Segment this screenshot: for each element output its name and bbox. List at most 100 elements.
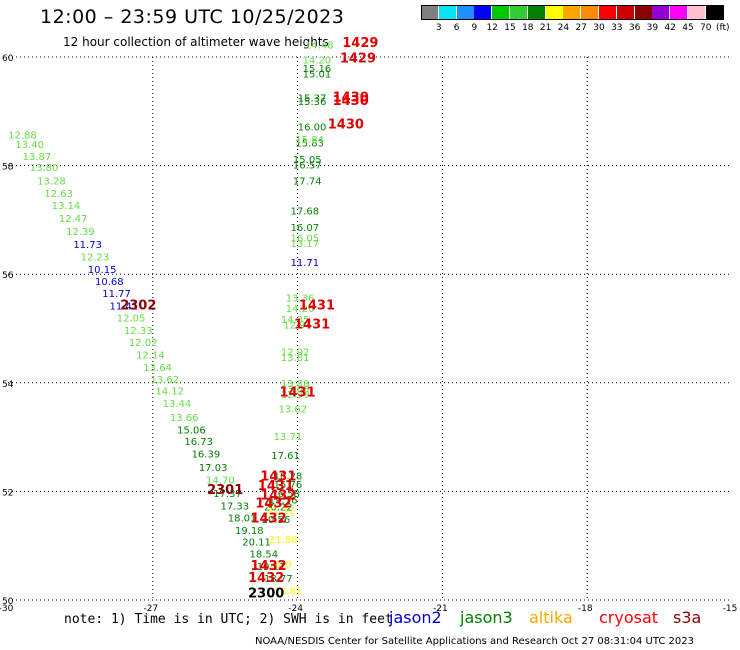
data-label: 13.62 <box>278 405 307 416</box>
data-label: 12.39 <box>66 227 95 238</box>
colorbar-swatch <box>670 5 688 20</box>
y-tick-label: 56 <box>2 271 14 281</box>
data-label: 13.14 <box>52 201 81 212</box>
data-label: 15.16 <box>303 64 332 75</box>
data-label: 16.57 <box>293 160 322 171</box>
data-label: 17.74 <box>293 177 322 188</box>
data-label: 11.77 <box>102 289 131 300</box>
data-label: 20.22 <box>264 502 293 513</box>
time-label: 1432 <box>255 497 291 512</box>
colorbar-label: 24 <box>557 23 570 33</box>
colorbar-swatch <box>527 5 545 20</box>
data-label: 18.77 <box>264 574 293 585</box>
time-label: 1429 <box>342 36 378 51</box>
time-label: 2300 <box>248 586 284 601</box>
data-label: 13.87 <box>23 152 52 163</box>
data-label: 13.40 <box>15 140 44 151</box>
data-label: 15.36 <box>298 97 327 108</box>
data-label: 18.54 <box>249 550 278 561</box>
colorbar-swatch <box>581 5 599 20</box>
time-label: 1431 <box>299 298 335 313</box>
time-label: 1432 <box>260 489 296 504</box>
data-label: 13.28 <box>37 177 66 188</box>
data-label: 17.03 <box>199 463 228 474</box>
data-label: 12.92 <box>281 348 310 359</box>
data-label: 14.35 <box>281 315 310 326</box>
colorbar-swatch <box>456 5 474 20</box>
data-label: 19.16 <box>269 495 298 506</box>
colorbar-label: 70 <box>700 23 712 33</box>
x-tick-label: -15 <box>723 604 738 614</box>
colorbar-swatch <box>705 5 723 20</box>
time-label: 1431 <box>294 318 330 333</box>
y-tick-label: 58 <box>2 163 14 173</box>
data-label: 11.71 <box>291 258 320 269</box>
colorbar-label: 9 <box>471 23 478 33</box>
data-label: 16.00 <box>298 122 327 133</box>
data-label: 12.05 <box>117 313 146 324</box>
data-label: 16.73 <box>184 437 213 448</box>
colorbar-label: 33 <box>611 23 623 33</box>
data-label: 21.0 <box>270 559 292 570</box>
data-label: 21.22 <box>266 506 295 517</box>
data-label: 13.44 <box>163 399 192 410</box>
legend-item-cryosat: cryosat <box>599 608 659 627</box>
time-label: 1431 <box>258 479 294 494</box>
colorbar-swatch <box>599 5 616 20</box>
data-label: 13.88 <box>281 379 310 390</box>
data-label: 18.81 <box>274 587 303 598</box>
data-label: 13.62 <box>151 375 180 386</box>
data-label: 18.28 <box>274 471 303 482</box>
y-tick-label: 54 <box>2 380 14 390</box>
colorbar-label: 45 <box>682 23 694 33</box>
data-label: 12.63 <box>44 189 73 200</box>
time-label: 1432 <box>248 571 284 586</box>
data-label: 15.76 <box>274 480 303 491</box>
colorbar-border <box>421 5 724 20</box>
time-label: 1429 <box>340 51 376 66</box>
colorbar-label: 36 <box>628 23 641 33</box>
data-label: 14.48 <box>305 40 334 51</box>
data-label: 15.84 <box>295 135 324 146</box>
time-label: 1430 <box>333 91 369 106</box>
data-label: 13.06 <box>281 385 310 396</box>
data-label: 11.73 <box>73 240 102 251</box>
colorbar-swatch <box>492 5 510 20</box>
colorbar-swatch <box>438 5 456 20</box>
colorbar-swatch <box>652 5 670 20</box>
page-subtitle: 12 hour collection of altimeter wave hei… <box>63 35 329 49</box>
data-label: 15.01 <box>303 70 332 81</box>
colorbar-label: 21 <box>539 23 552 33</box>
colorbar-swatch <box>510 5 527 20</box>
data-label: 10.68 <box>95 277 124 288</box>
data-label: 12.14 <box>136 350 165 361</box>
data-label: 12.88 <box>8 130 37 141</box>
colorbar-swatch <box>421 5 438 20</box>
time-label: 2302 <box>120 298 156 313</box>
x-tick-label: -30 <box>0 604 14 614</box>
data-label: 16.39 <box>192 450 221 461</box>
data-label: 14.20 <box>303 56 332 67</box>
colorbar-swatch <box>474 5 492 20</box>
data-label: 20.11 <box>242 538 271 549</box>
data-label: 12.02 <box>129 338 158 349</box>
colorbar-swatch <box>545 5 563 20</box>
data-label: 10.15 <box>88 265 117 276</box>
data-label: 20.56 <box>262 515 291 526</box>
time-label: 1430 <box>328 118 364 133</box>
time-label: 2301 <box>207 483 243 498</box>
time-label: 1432 <box>251 511 287 526</box>
footer-credit: NOAA/NESDIS Center for Satellite Applica… <box>255 636 694 647</box>
colorbar-label: 6 <box>453 23 460 33</box>
data-label: 13.80 <box>30 163 59 174</box>
colorbar-swatch <box>616 5 634 20</box>
data-label: 13.17 <box>291 239 320 250</box>
legend-item-s3a: s3a <box>673 608 702 627</box>
data-label: 14.26 <box>286 304 315 315</box>
data-label: 12.99 <box>281 390 310 401</box>
colorbar-label: 27 <box>575 23 587 33</box>
data-label: 19.18 <box>235 526 264 537</box>
time-label: 1432 <box>251 559 287 574</box>
data-label: 15.83 <box>295 139 324 150</box>
